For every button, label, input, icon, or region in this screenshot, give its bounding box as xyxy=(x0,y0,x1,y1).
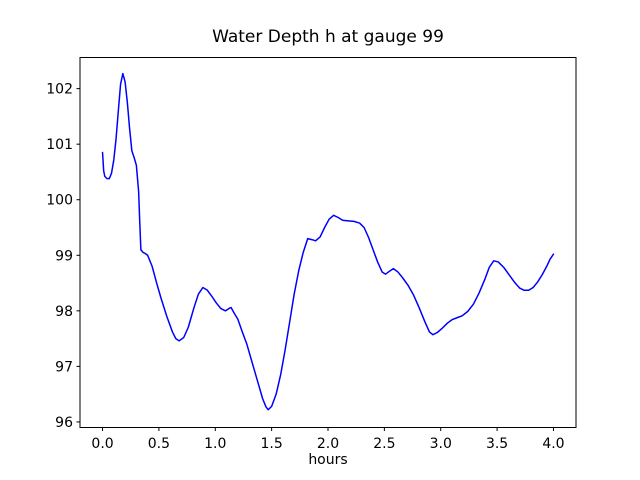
y-tick-label: 98 xyxy=(55,304,73,320)
x-tick-label: 2.0 xyxy=(317,436,339,452)
y-tick-label: 100 xyxy=(46,193,73,209)
x-tick-label: 1.5 xyxy=(261,436,283,452)
chart-title: Water Depth h at gauge 99 xyxy=(212,27,444,47)
x-tick-label: 2.5 xyxy=(373,436,395,452)
water-depth-line xyxy=(101,72,555,411)
y-tick-label: 96 xyxy=(55,415,73,431)
x-tick-label: 3.5 xyxy=(486,436,508,452)
y-tick-label: 97 xyxy=(55,359,73,375)
x-tick-label: 4.0 xyxy=(542,436,564,452)
plot-border xyxy=(79,57,577,428)
x-tick-label: 0.0 xyxy=(91,436,113,452)
x-tick-label: 0.5 xyxy=(148,436,170,452)
y-tick-label: 101 xyxy=(46,137,73,153)
y-tick-label: 102 xyxy=(46,82,73,98)
x-tick-label: 1.0 xyxy=(204,436,226,452)
x-tick-label: 3.0 xyxy=(430,436,452,452)
x-axis-label: hours xyxy=(308,452,348,468)
y-tick-label: 99 xyxy=(55,248,73,264)
